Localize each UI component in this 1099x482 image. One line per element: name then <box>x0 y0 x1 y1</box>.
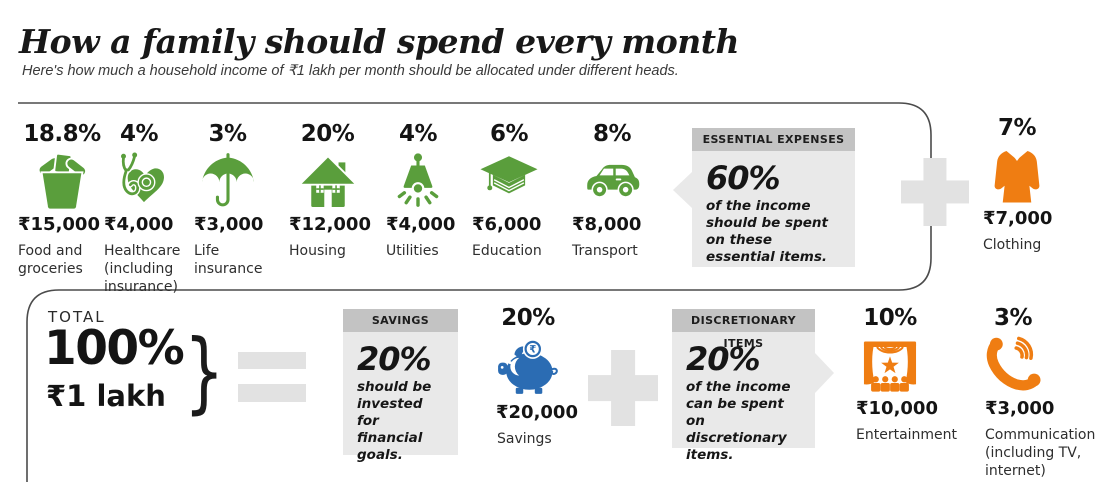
savings-percent: 20% <box>357 340 432 378</box>
equals-bar-bottom <box>238 384 306 402</box>
expense-item-transport: 8% ₹8,000 Transport <box>568 122 656 260</box>
item-label: Savings <box>497 431 552 447</box>
theater-icon <box>842 332 938 396</box>
item-label: Life insurance <box>194 243 263 277</box>
amount-label: ₹3,000 <box>985 398 1055 419</box>
expense-item-housing: 20% ₹12,000 Housing <box>285 121 371 260</box>
graduation-cap-icon <box>468 148 550 212</box>
item-label: Food and groceries <box>18 243 83 277</box>
percent-label: 4% <box>398 121 438 147</box>
amount-label: ₹10,000 <box>856 398 938 419</box>
savings-item: 20% ₹ ₹20,000 Savings <box>490 305 578 448</box>
brace-glyph: } <box>184 320 225 423</box>
percent-label: 20% <box>501 305 555 331</box>
total-amount: ₹1 lakh <box>46 379 166 413</box>
item-label: Housing <box>289 243 346 259</box>
savings-box: SAVINGS 20% should be invested for finan… <box>343 309 458 463</box>
percent-label: 10% <box>863 305 917 331</box>
essential-text: of the income should be spent on these e… <box>706 198 828 265</box>
item-label: Entertainment <box>856 427 958 443</box>
car-icon <box>568 148 656 212</box>
item-label: Transport <box>572 243 638 259</box>
equals-bar-top <box>238 352 306 369</box>
svg-text:₹: ₹ <box>529 345 536 356</box>
percent-label: 8% <box>592 121 632 147</box>
amount-label: ₹12,000 <box>289 214 371 235</box>
expense-item-food: 18.8% ₹15,000 Food and groceries <box>14 122 110 278</box>
expense-item-life-insurance: 3% ₹3,000 Life insurance <box>190 122 265 278</box>
amount-label: ₹20,000 <box>496 402 578 423</box>
essential-expenses-header: ESSENTIAL EXPENSES <box>692 128 855 151</box>
grocery-basket-icon <box>14 148 110 212</box>
discretionary-header: DISCRETIONARY ITEMS <box>672 309 815 350</box>
piggy-bank-icon: ₹ <box>490 332 566 400</box>
expense-item-healthcare: 4% ₹4,000 Healthcare (including insuranc… <box>100 121 181 296</box>
amount-label: ₹15,000 <box>18 214 100 235</box>
house-icon <box>285 148 370 212</box>
percent-label: 3% <box>208 121 247 147</box>
item-label: Utilities <box>386 243 439 259</box>
amount-label: ₹4,000 <box>386 214 456 235</box>
item-label: Clothing <box>983 237 1042 253</box>
percent-label: 18.8% <box>23 121 101 147</box>
expense-item-entertainment: 10% ₹10,000 <box>842 305 958 444</box>
percent-label: 6% <box>489 121 529 147</box>
page-subtitle: Here's how much a household income of ₹1… <box>22 63 679 79</box>
expense-item-clothing: 7% ₹7,000 Clothing <box>972 116 1062 254</box>
expense-item-education: 6% ₹6,000 Education <box>468 122 550 260</box>
stethoscope-heart-icon <box>100 148 178 212</box>
umbrella-icon <box>190 148 265 212</box>
savings-text: should be invested for financial goals. <box>357 379 432 463</box>
essential-expenses-box: ESSENTIAL EXPENSES 60% of the income sho… <box>673 128 855 267</box>
expense-item-communication: 3% ₹3,000 Communication (including TV, i… <box>980 305 1095 480</box>
total-percent: 100% <box>44 321 185 376</box>
total-label: TOTAL <box>48 308 106 326</box>
amount-label: ₹6,000 <box>472 214 542 235</box>
discretionary-text: of the income can be spent on discretion… <box>686 379 791 463</box>
amount-label: ₹3,000 <box>194 214 264 235</box>
lamp-icon <box>382 148 454 212</box>
savings-header: SAVINGS <box>343 309 458 332</box>
shirt-icon <box>972 142 1062 206</box>
item-label: Healthcare (including insurance) <box>104 243 181 295</box>
arrow-right <box>815 353 834 393</box>
phone-icon <box>980 332 1046 396</box>
percent-label: 20% <box>300 121 355 147</box>
essential-percent: 60% <box>706 159 781 197</box>
expense-item-utilities: 4% ₹4,000 Utilities <box>382 121 456 260</box>
discretionary-percent: 20% <box>686 340 761 378</box>
plus-icon <box>588 350 658 426</box>
percent-label: 7% <box>997 115 1037 141</box>
item-label: Communication (including TV, internet) <box>985 427 1096 479</box>
discretionary-box: DISCRETIONARY ITEMS 20% of the income ca… <box>672 309 834 463</box>
plus-icon <box>901 158 969 226</box>
percent-label: 3% <box>993 305 1033 331</box>
amount-label: ₹7,000 <box>983 208 1053 229</box>
arrow-left <box>673 172 692 208</box>
amount-label: ₹4,000 <box>104 214 174 235</box>
page-title: How a family should spend every month <box>19 22 739 61</box>
amount-label: ₹8,000 <box>572 214 642 235</box>
item-label: Education <box>472 243 542 259</box>
percent-label: 4% <box>119 121 159 147</box>
